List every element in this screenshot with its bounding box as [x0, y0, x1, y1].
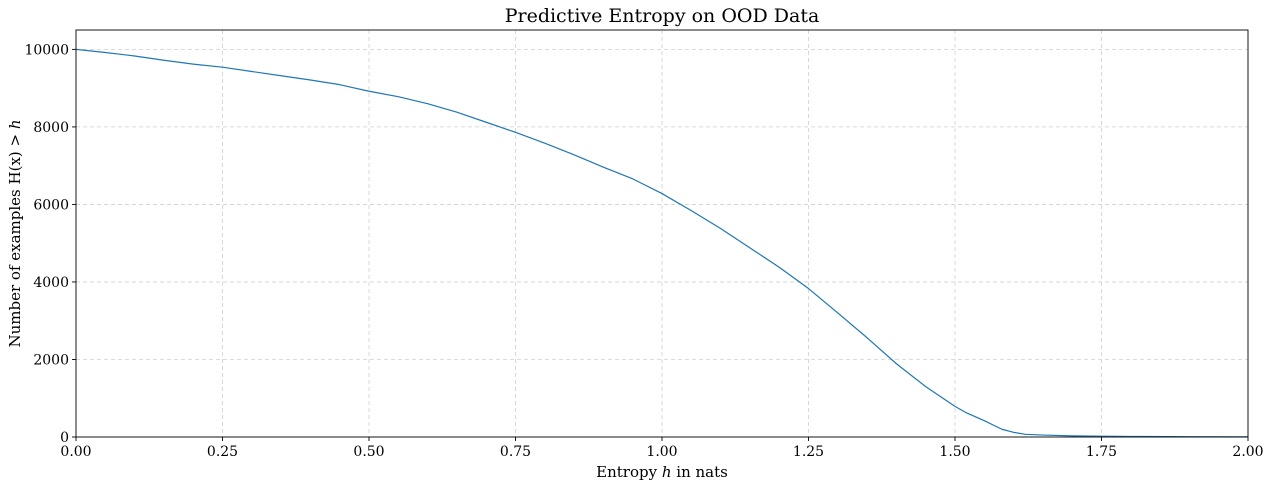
chart-title: Predictive Entropy on OOD Data — [505, 5, 820, 27]
x-tick-label: 1.25 — [793, 444, 824, 460]
x-tick-label: 0.00 — [60, 444, 91, 460]
y-tick-label: 0 — [60, 430, 69, 446]
series-layer — [75, 48, 1249, 438]
grid-layer — [75, 30, 1249, 438]
y-tick-label: 2000 — [33, 352, 69, 368]
x-axis-label-variable: h — [662, 463, 672, 481]
y-axis-label: Number of examples H(x) > h — [6, 119, 24, 347]
x-tick-label: 1.00 — [646, 444, 677, 460]
y-axis-label-variable: h — [6, 119, 24, 129]
x-tick-label: 1.50 — [939, 444, 970, 460]
tick-layer: 0.00 0.25 0.50 0.75 1.00 1.25 1.50 1.75 2.00 0 200… — [24, 42, 1263, 460]
x-axis-label-suffix: in nats — [672, 463, 728, 481]
y-axis-label-prefix: Number of examples H(x) > — [6, 129, 24, 347]
x-axis-label: Entropy h in nats — [596, 463, 728, 481]
x-tick-label: 0.25 — [207, 444, 238, 460]
y-tick-label: 8000 — [33, 120, 69, 136]
x-tick-label: 2.00 — [1232, 444, 1263, 460]
y-tick-label: 6000 — [33, 197, 69, 213]
x-tick-label: 0.75 — [500, 444, 531, 460]
x-axis-label-prefix: Entropy — [596, 463, 662, 481]
x-tick-label: 0.50 — [353, 444, 384, 460]
y-tick-label: 10000 — [24, 42, 69, 58]
entropy-curve — [75, 48, 1249, 438]
x-tick-label: 1.75 — [1086, 444, 1117, 460]
y-tick-label: 4000 — [33, 275, 69, 291]
